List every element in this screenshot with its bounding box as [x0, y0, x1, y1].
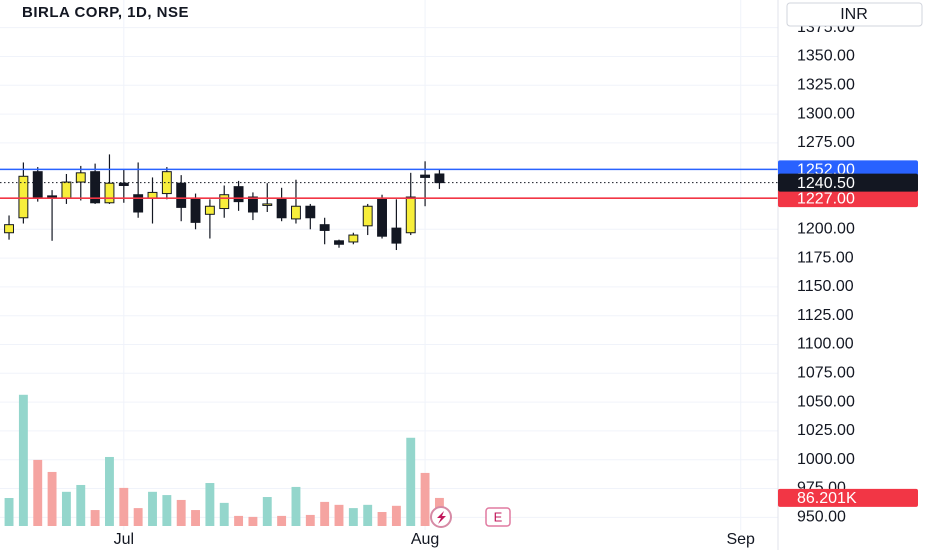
candle-body	[219, 194, 230, 210]
volume-bar	[320, 501, 330, 526]
price-tag	[778, 173, 918, 192]
volume-bar	[248, 516, 258, 526]
y-tick-label: 1000.00	[797, 451, 855, 468]
volume-bar	[105, 456, 114, 526]
candle-body	[233, 186, 244, 203]
candle-body	[147, 191, 158, 199]
y-tick-label: 1100.00	[797, 336, 854, 353]
volume-bar	[406, 437, 416, 526]
currency-box[interactable]	[786, 2, 923, 27]
y-tick-label: 1025.00	[797, 422, 855, 439]
volume-bar	[90, 510, 100, 526]
candle-body	[161, 171, 172, 195]
volume-bar	[76, 484, 86, 526]
volume-bar	[334, 504, 344, 526]
volume-bar	[348, 508, 358, 526]
y-tick-label: 1050.00	[797, 393, 855, 410]
volume-bar	[277, 515, 287, 526]
volume-bar	[47, 471, 57, 526]
y-tick-label: 1300.00	[797, 105, 855, 122]
candle-body	[32, 171, 43, 198]
candle-body	[305, 205, 316, 219]
volume-bar	[18, 394, 28, 526]
volume-bar	[176, 499, 186, 526]
y-tick-label: 1125.00	[797, 307, 854, 324]
candle-body	[176, 182, 187, 208]
volume-bar	[205, 483, 215, 526]
grid	[0, 0, 778, 530]
candle-body	[18, 175, 29, 219]
candle-body	[291, 205, 301, 220]
volume-bar	[133, 508, 143, 526]
volume-bar	[363, 504, 373, 526]
volume-bar	[191, 510, 200, 526]
candle-body	[319, 224, 330, 231]
chart-title: BIRLA CORP, 1D, NSE	[22, 4, 189, 21]
candle-body	[190, 198, 201, 223]
volume-bar	[61, 491, 71, 526]
price-tag-label: 1240.50	[797, 175, 855, 192]
x-tick-label: Aug	[411, 531, 439, 548]
y-tick-label: 1325.00	[797, 76, 855, 93]
price-axis: 950.00975.001000.001025.001050.001075.00…	[778, 19, 918, 526]
volume-pane	[4, 394, 444, 526]
y-tick-label: 1275.00	[797, 134, 855, 151]
candle-body	[133, 194, 144, 213]
candle-body	[391, 227, 402, 244]
candle-body	[61, 181, 72, 199]
volume-bar	[305, 514, 315, 526]
candle-body	[348, 234, 359, 243]
candle-body	[334, 240, 344, 245]
y-tick-label: 1150.00	[797, 278, 854, 295]
volume-bar	[33, 459, 43, 526]
volume-bar	[148, 491, 157, 526]
candle-body	[434, 173, 445, 184]
volume-bar	[391, 505, 401, 526]
volume-bar	[219, 502, 229, 526]
y-tick-label: 1350.00	[797, 48, 855, 65]
candle-body	[247, 196, 258, 213]
y-tick-label: 1075.00	[797, 365, 855, 382]
candle-body	[262, 203, 273, 206]
price-tag	[778, 189, 918, 208]
candle-body	[104, 182, 115, 204]
volume-bar	[162, 495, 172, 526]
volume-bar	[119, 487, 129, 526]
price-tag-label: 1227.00	[797, 190, 855, 207]
candle-body	[4, 224, 14, 234]
candle-body	[405, 196, 416, 234]
earnings-label[interactable]: E	[494, 509, 503, 524]
candle-body	[204, 205, 215, 215]
currency[interactable]: INR	[840, 6, 868, 23]
volume-bar	[4, 498, 14, 526]
y-tick-label: 1200.00	[797, 221, 855, 238]
volume-bar	[262, 497, 272, 526]
volume-bar	[291, 486, 301, 526]
x-tick-label: Jul	[114, 531, 134, 548]
y-tick-label: 1175.00	[797, 249, 854, 266]
candle-body	[362, 205, 373, 227]
candle-body	[377, 197, 387, 237]
volume-bar	[377, 512, 387, 526]
x-tick-label: Sep	[726, 531, 755, 548]
volume-tag-label: 86.201K	[797, 490, 857, 507]
candle-body	[75, 172, 86, 183]
volume-bar	[420, 472, 430, 526]
candle-body	[276, 198, 287, 219]
candle-body	[118, 182, 129, 186]
dividend-icon-glyph	[437, 511, 446, 524]
y-tick-label: 950.00	[797, 509, 846, 526]
candle-body	[420, 174, 431, 178]
volume-tag	[778, 488, 918, 507]
candle-body	[90, 171, 101, 204]
price-pane	[0, 154, 778, 251]
earnings-icon[interactable]	[485, 507, 511, 527]
volume-bar	[234, 515, 244, 526]
